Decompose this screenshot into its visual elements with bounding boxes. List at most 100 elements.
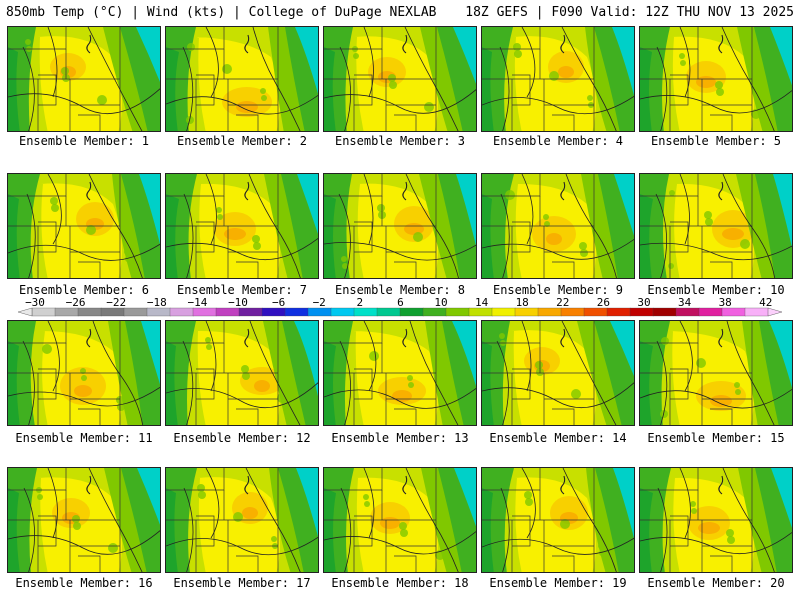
temperature-map [166, 321, 318, 425]
ensemble-member-label: Ensemble Member: 20 [647, 576, 785, 590]
temperature-map [482, 468, 634, 572]
ensemble-panel [639, 173, 793, 279]
colorbar-segment [238, 307, 263, 317]
ensemble-panel [165, 26, 319, 132]
colorbar-tick-label: −22 [106, 296, 127, 309]
colorbar-segment [698, 307, 723, 317]
colorbar-segment [192, 307, 217, 317]
ensemble-member-label: Ensemble Member: 7 [176, 283, 308, 297]
colorbar-segment [606, 307, 631, 317]
ensemble-panel [165, 467, 319, 573]
ensemble-panel [639, 26, 793, 132]
colorbar-segment [376, 307, 401, 317]
ensemble-panel [165, 320, 319, 426]
colorbar-segment [629, 307, 654, 317]
temperature-map [166, 174, 318, 278]
ensemble-member-label: Ensemble Member: 17 [173, 576, 311, 590]
ensemble-panel [481, 320, 635, 426]
temperature-map [640, 27, 792, 131]
ensemble-member-label: Ensemble Member: 11 [15, 431, 153, 445]
colorbar-segment [675, 307, 700, 317]
ensemble-panel [7, 320, 161, 426]
ensemble-panel [165, 173, 319, 279]
ensemble-member-label: Ensemble Member: 9 [492, 283, 624, 297]
colorbar-tick-label: −26 [65, 296, 86, 309]
colorbar-segment [652, 307, 677, 317]
ensemble-member-label: Ensemble Member: 5 [650, 134, 782, 148]
colorbar-tick-label: 34 [677, 296, 692, 309]
colorbar-segment [215, 307, 240, 317]
temperature-map [8, 468, 160, 572]
temperature-map [640, 468, 792, 572]
ensemble-panel [639, 467, 793, 573]
colorbar-segment [537, 307, 562, 317]
header-title: 850mb Temp (°C) | Wind (kts) | College o… [6, 5, 437, 20]
temperature-map [482, 174, 634, 278]
temperature-map [8, 27, 160, 131]
colorbar-segment [583, 307, 608, 317]
ensemble-member-label: Ensemble Member: 16 [15, 576, 153, 590]
ensemble-panel [481, 173, 635, 279]
temperature-map [640, 174, 792, 278]
colorbar-segment [491, 307, 516, 317]
temperature-map [324, 27, 476, 131]
ensemble-member-label: Ensemble Member: 10 [647, 283, 785, 297]
colorbar-left-arrow [17, 307, 33, 317]
colorbar-tick-label: −18 [146, 296, 167, 309]
temperature-map [324, 468, 476, 572]
colorbar-segment [31, 307, 56, 317]
colorbar-segment [54, 307, 79, 317]
colorbar-tick-label: 26 [596, 296, 611, 309]
ensemble-member-label: Ensemble Member: 6 [18, 283, 150, 297]
ensemble-panel [7, 173, 161, 279]
colorbar-tick-label: 30 [637, 296, 651, 309]
temperature-map [166, 27, 318, 131]
colorbar-segment [560, 307, 585, 317]
colorbar-right-arrow [767, 307, 783, 317]
colorbar-tick-label: 2 [356, 296, 364, 309]
colorbar-segment [744, 307, 769, 317]
temperature-map [8, 321, 160, 425]
colorbar-tick-label: 42 [759, 296, 773, 309]
temperature-map [640, 321, 792, 425]
colorbar-segment [514, 307, 539, 317]
ensemble-panel [323, 173, 477, 279]
temperature-map [8, 174, 160, 278]
ensemble-member-label: Ensemble Member: 12 [173, 431, 311, 445]
temperature-colorbar [17, 307, 783, 317]
ensemble-member-label: Ensemble Member: 8 [334, 283, 466, 297]
colorbar-segment [353, 307, 378, 317]
ensemble-panel [481, 467, 635, 573]
colorbar-tick-label: 14 [474, 296, 489, 309]
colorbar-segment [721, 307, 746, 317]
colorbar-segment [399, 307, 424, 317]
temperature-map [482, 321, 634, 425]
temperature-map [324, 321, 476, 425]
colorbar-tick-label: −6 [271, 296, 286, 309]
ensemble-member-label: Ensemble Member: 15 [647, 431, 785, 445]
colorbar-segment [307, 307, 332, 317]
ensemble-panel [323, 320, 477, 426]
colorbar-segment [422, 307, 447, 317]
colorbar-segment [330, 307, 355, 317]
colorbar-tick-label: −2 [312, 296, 326, 309]
colorbar-segment [100, 307, 125, 317]
temperature-map [324, 174, 476, 278]
ensemble-member-label: Ensemble Member: 18 [331, 576, 469, 590]
colorbar-segment [445, 307, 470, 317]
ensemble-member-label: Ensemble Member: 4 [492, 134, 624, 148]
colorbar-segment [468, 307, 493, 317]
colorbar-tick-label: 38 [718, 296, 732, 309]
colorbar-segment [261, 307, 286, 317]
ensemble-member-label: Ensemble Member: 1 [18, 134, 150, 148]
ensemble-panel [7, 26, 161, 132]
ensemble-panel [323, 467, 477, 573]
ensemble-member-label: Ensemble Member: 3 [334, 134, 466, 148]
header-run-info: 18Z GEFS | F090 Valid: 12Z THU NOV 13 20… [465, 5, 794, 20]
colorbar-tick-label: 10 [434, 296, 448, 309]
colorbar-tick-label: 22 [556, 296, 570, 309]
colorbar-tick-label: 6 [397, 296, 404, 309]
ensemble-member-label: Ensemble Member: 2 [176, 134, 308, 148]
ensemble-member-label: Ensemble Member: 13 [331, 431, 469, 445]
temperature-map [166, 468, 318, 572]
